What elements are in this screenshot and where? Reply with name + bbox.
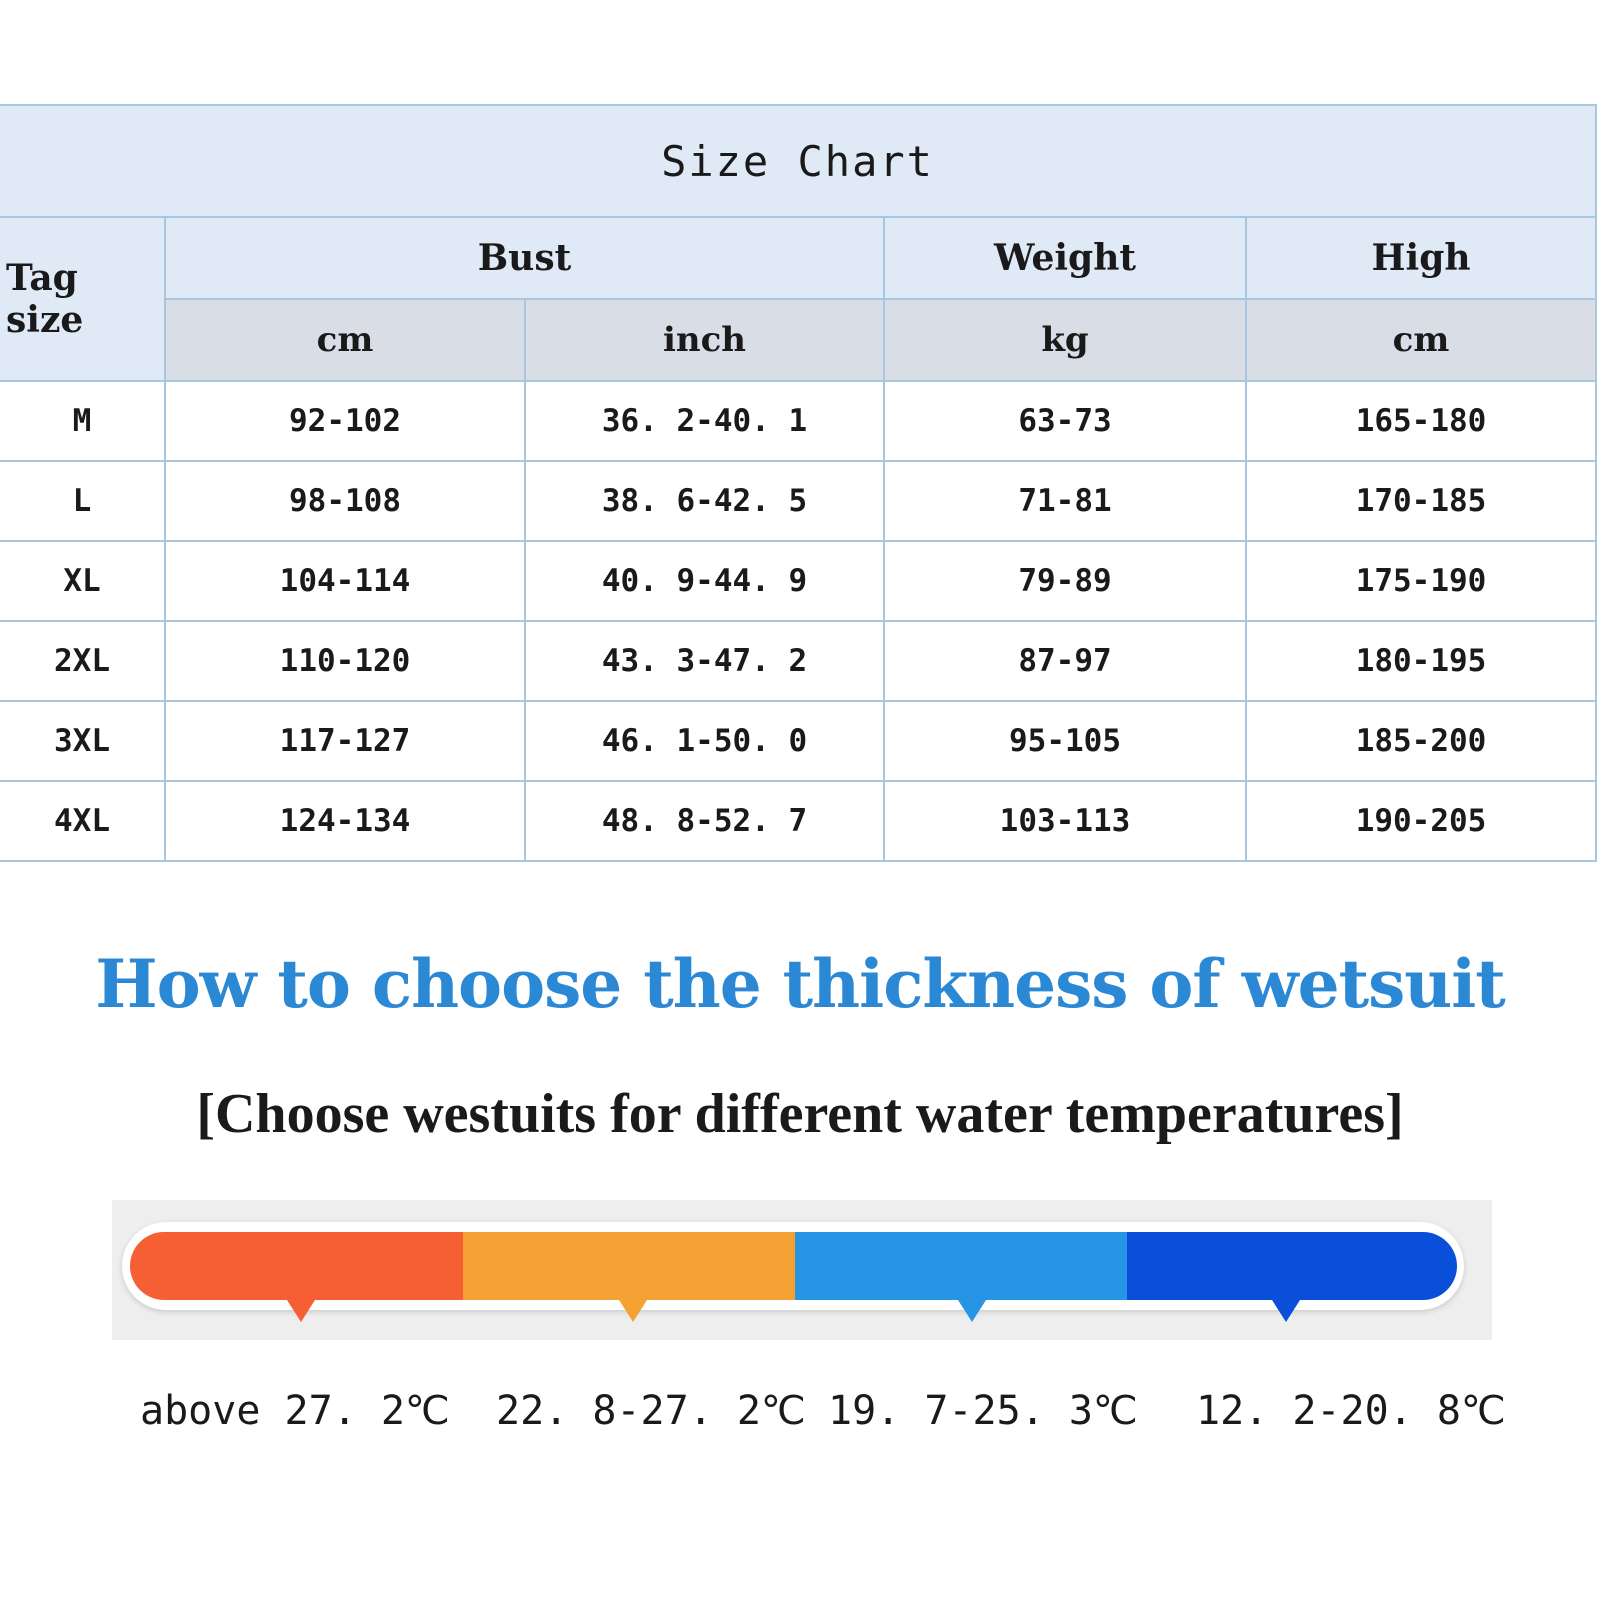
high-cm-cell: 185-200 [1244, 700, 1598, 782]
tag-size-cell: 3XL [0, 700, 166, 782]
tag-size-cell: L [0, 460, 166, 542]
bust-inch-cell: 43. 3-47. 2 [524, 620, 885, 702]
bust-cm-unit: cm [164, 298, 526, 382]
bust-cm-cell: 104-114 [164, 540, 526, 622]
bust-cm-cell: 92-102 [164, 380, 526, 462]
temperature-range-label: 22. 8-27. 2℃ [496, 1388, 806, 1434]
bust-cm-cell: 98-108 [164, 460, 526, 542]
tag-size-cell: 4XL [0, 780, 166, 862]
table-row: 4XL 124-134 48. 8-52. 7 103-113 190-205 [0, 780, 1598, 862]
table-row: 2XL 110-120 43. 3-47. 2 87-97 180-195 [0, 620, 1598, 702]
temperature-segment-mild [463, 1232, 795, 1300]
temperature-range-label: 19. 7-25. 3℃ [828, 1388, 1138, 1434]
table-row: XL 104-114 40. 9-44. 9 79-89 175-190 [0, 540, 1598, 622]
temperature-range-label: 12. 2-20. 8℃ [1196, 1388, 1506, 1434]
high-cm-cell: 170-185 [1244, 460, 1598, 542]
high-cm-cell: 180-195 [1244, 620, 1598, 702]
weight-kg-cell: 95-105 [883, 700, 1247, 782]
bust-cm-cell: 110-120 [164, 620, 526, 702]
table-row: L 98-108 38. 6-42. 5 71-81 170-185 [0, 460, 1598, 542]
weight-kg-unit: kg [883, 298, 1247, 382]
high-cm-cell: 175-190 [1244, 540, 1598, 622]
thickness-guide-subheadline: [Choose westuits for different water tem… [196, 1083, 1404, 1145]
tag-size-cell: XL [0, 540, 166, 622]
high-header: High [1244, 216, 1598, 300]
tag-size-header: Tag size [0, 216, 166, 382]
bust-inch-cell: 36. 2-40. 1 [524, 380, 885, 462]
size-chart-title: Size Chart [0, 104, 1598, 218]
bust-inch-cell: 38. 6-42. 5 [524, 460, 885, 542]
pointer-arrow-icon [287, 1300, 315, 1322]
bust-inch-unit: inch [524, 298, 885, 382]
high-cm-unit: cm [1244, 298, 1598, 382]
weight-kg-cell: 103-113 [883, 780, 1247, 862]
thickness-guide-headline: How to choose the thickness of wetsuit [95, 945, 1506, 1023]
size-chart-table: Size Chart Tag size Bust Weight High cm … [0, 104, 1598, 862]
bust-cm-cell: 124-134 [164, 780, 526, 862]
temperature-range-label: above 27. 2℃ [140, 1388, 450, 1434]
bust-inch-cell: 48. 8-52. 7 [524, 780, 885, 862]
pointer-arrow-icon [958, 1300, 986, 1322]
high-cm-cell: 165-180 [1244, 380, 1598, 462]
table-row: 3XL 117-127 46. 1-50. 0 95-105 185-200 [0, 700, 1598, 782]
bust-header: Bust [164, 216, 885, 300]
bust-cm-cell: 117-127 [164, 700, 526, 782]
temperature-segment-warm [130, 1232, 463, 1300]
weight-kg-cell: 87-97 [883, 620, 1247, 702]
bust-inch-cell: 46. 1-50. 0 [524, 700, 885, 782]
weight-kg-cell: 71-81 [883, 460, 1247, 542]
bust-inch-cell: 40. 9-44. 9 [524, 540, 885, 622]
temperature-segment-cold [1127, 1232, 1457, 1300]
tag-size-cell: 2XL [0, 620, 166, 702]
pointer-arrow-icon [1272, 1300, 1300, 1322]
tag-size-cell: M [0, 380, 166, 462]
weight-header: Weight [883, 216, 1247, 300]
table-row: M 92-102 36. 2-40. 1 63-73 165-180 [0, 380, 1598, 462]
temperature-segment-cool [795, 1232, 1127, 1300]
pointer-arrow-icon [619, 1300, 647, 1322]
high-cm-cell: 190-205 [1244, 780, 1598, 862]
weight-kg-cell: 79-89 [883, 540, 1247, 622]
weight-kg-cell: 63-73 [883, 380, 1247, 462]
